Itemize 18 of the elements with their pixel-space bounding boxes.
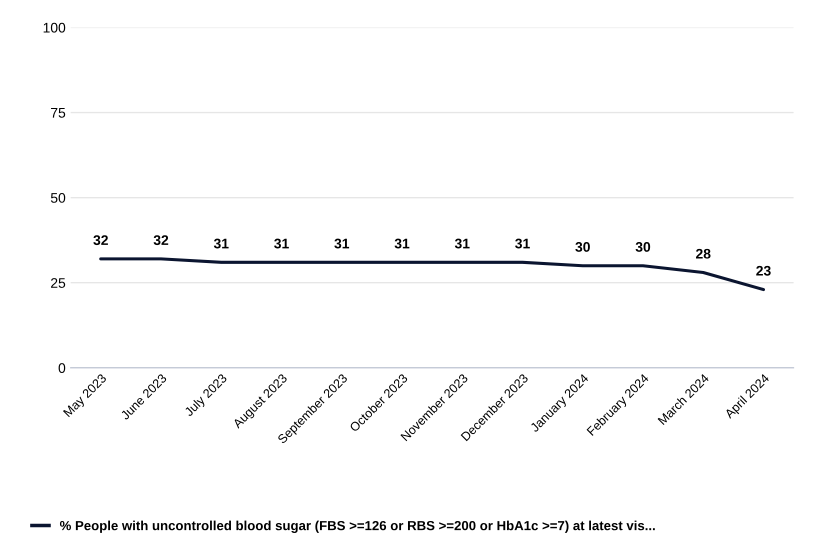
data-label: 32 <box>154 235 168 246</box>
data-label: 30 <box>636 242 650 252</box>
y-tick-label: 75 <box>51 108 66 118</box>
y-tick-label: 0 <box>58 363 66 373</box>
legend-label: % People with uncontrolled blood sugar (FBS >=126 or RBS >=200 or HbA1c >=7) at latest vis... <box>60 520 655 533</box>
data-label: 31 <box>394 238 410 248</box>
data-label: 30 <box>575 242 590 252</box>
y-tick-label: 25 <box>51 278 66 288</box>
data-label: 31 <box>214 238 229 248</box>
data-label: 31 <box>454 238 470 248</box>
y-tick-label: 50 <box>50 192 66 203</box>
y-tick-label: 100 <box>44 22 66 33</box>
data-label: 23 <box>756 266 771 276</box>
data-label: 32 <box>93 235 108 246</box>
data-label: 31 <box>334 238 350 248</box>
data-label: 31 <box>274 238 289 248</box>
data-label: 31 <box>515 238 530 248</box>
data-label: 28 <box>696 248 711 259</box>
